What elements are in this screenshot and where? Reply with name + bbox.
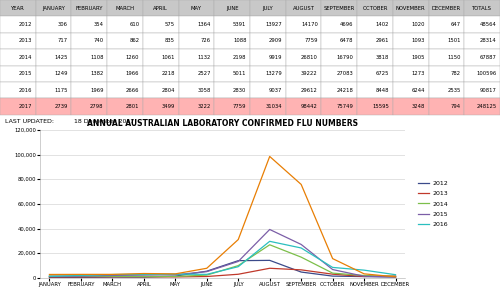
2014 <box>46 274 52 278</box>
2015 <box>392 275 398 279</box>
2012 <box>330 274 336 278</box>
2014 <box>330 271 336 275</box>
2013 <box>172 275 178 279</box>
2013 <box>266 266 272 270</box>
2017 <box>330 257 336 260</box>
2016 <box>392 273 398 277</box>
2016 <box>172 272 178 276</box>
2012 <box>235 259 241 262</box>
2017 <box>141 272 147 275</box>
2013 <box>46 275 52 279</box>
2012 <box>110 275 116 279</box>
2017 <box>361 272 367 276</box>
2016 <box>235 265 241 268</box>
2012 <box>78 276 84 279</box>
2012 <box>46 276 52 279</box>
Line: 2014: 2014 <box>50 245 396 277</box>
Legend: 2012, 2013, 2014, 2015, 2016: 2012, 2013, 2014, 2015, 2016 <box>416 178 450 230</box>
2017 <box>298 183 304 186</box>
2017 <box>235 238 241 241</box>
Line: 2015: 2015 <box>50 230 396 277</box>
2015 <box>361 275 367 278</box>
2014 <box>141 275 147 278</box>
2015 <box>110 274 116 277</box>
2017 <box>78 273 84 276</box>
2016 <box>110 273 116 276</box>
2012 <box>298 270 304 274</box>
2016 <box>204 272 210 276</box>
2015 <box>298 243 304 246</box>
2012 <box>172 274 178 278</box>
2013 <box>361 275 367 278</box>
2017 <box>46 273 52 276</box>
2017 <box>204 266 210 270</box>
2015 <box>235 260 241 263</box>
2016 <box>46 275 52 278</box>
2017 <box>172 272 178 276</box>
Text: LAST UPDATED:          18 December 2017: LAST UPDATED: 18 December 2017 <box>5 119 134 124</box>
Line: 2013: 2013 <box>50 268 396 277</box>
2016 <box>298 246 304 250</box>
Line: 2017: 2017 <box>50 156 396 277</box>
2012 <box>392 275 398 279</box>
2013 <box>235 272 241 276</box>
Line: 2016: 2016 <box>50 241 396 276</box>
2014 <box>78 275 84 278</box>
2013 <box>204 275 210 278</box>
2015 <box>78 274 84 278</box>
2014 <box>392 275 398 278</box>
2013 <box>298 268 304 272</box>
2016 <box>266 239 272 243</box>
2017 <box>266 155 272 158</box>
2013 <box>78 275 84 279</box>
2016 <box>78 274 84 277</box>
2014 <box>110 275 116 278</box>
2014 <box>266 243 272 247</box>
2016 <box>361 268 367 272</box>
2014 <box>172 275 178 278</box>
2015 <box>330 268 336 271</box>
2012 <box>266 259 272 262</box>
2014 <box>298 255 304 259</box>
2015 <box>46 275 52 278</box>
2012 <box>204 269 210 273</box>
2013 <box>110 275 116 278</box>
2014 <box>361 274 367 277</box>
2015 <box>172 273 178 277</box>
2012 <box>141 275 147 279</box>
2012 <box>361 275 367 278</box>
2015 <box>266 228 272 231</box>
2014 <box>204 273 210 277</box>
2014 <box>235 264 241 267</box>
Line: 2012: 2012 <box>50 260 396 278</box>
2016 <box>141 273 147 276</box>
2013 <box>141 275 147 279</box>
2017 <box>392 275 398 279</box>
2016 <box>330 266 336 269</box>
2013 <box>330 272 336 276</box>
2013 <box>392 274 398 278</box>
2015 <box>141 273 147 277</box>
2015 <box>204 270 210 274</box>
2017 <box>110 273 116 276</box>
Title: ANNUAL AUSTRALIAN LABORATORY CONFIRMED FLU NUMBERS: ANNUAL AUSTRALIAN LABORATORY CONFIRMED F… <box>87 119 358 128</box>
